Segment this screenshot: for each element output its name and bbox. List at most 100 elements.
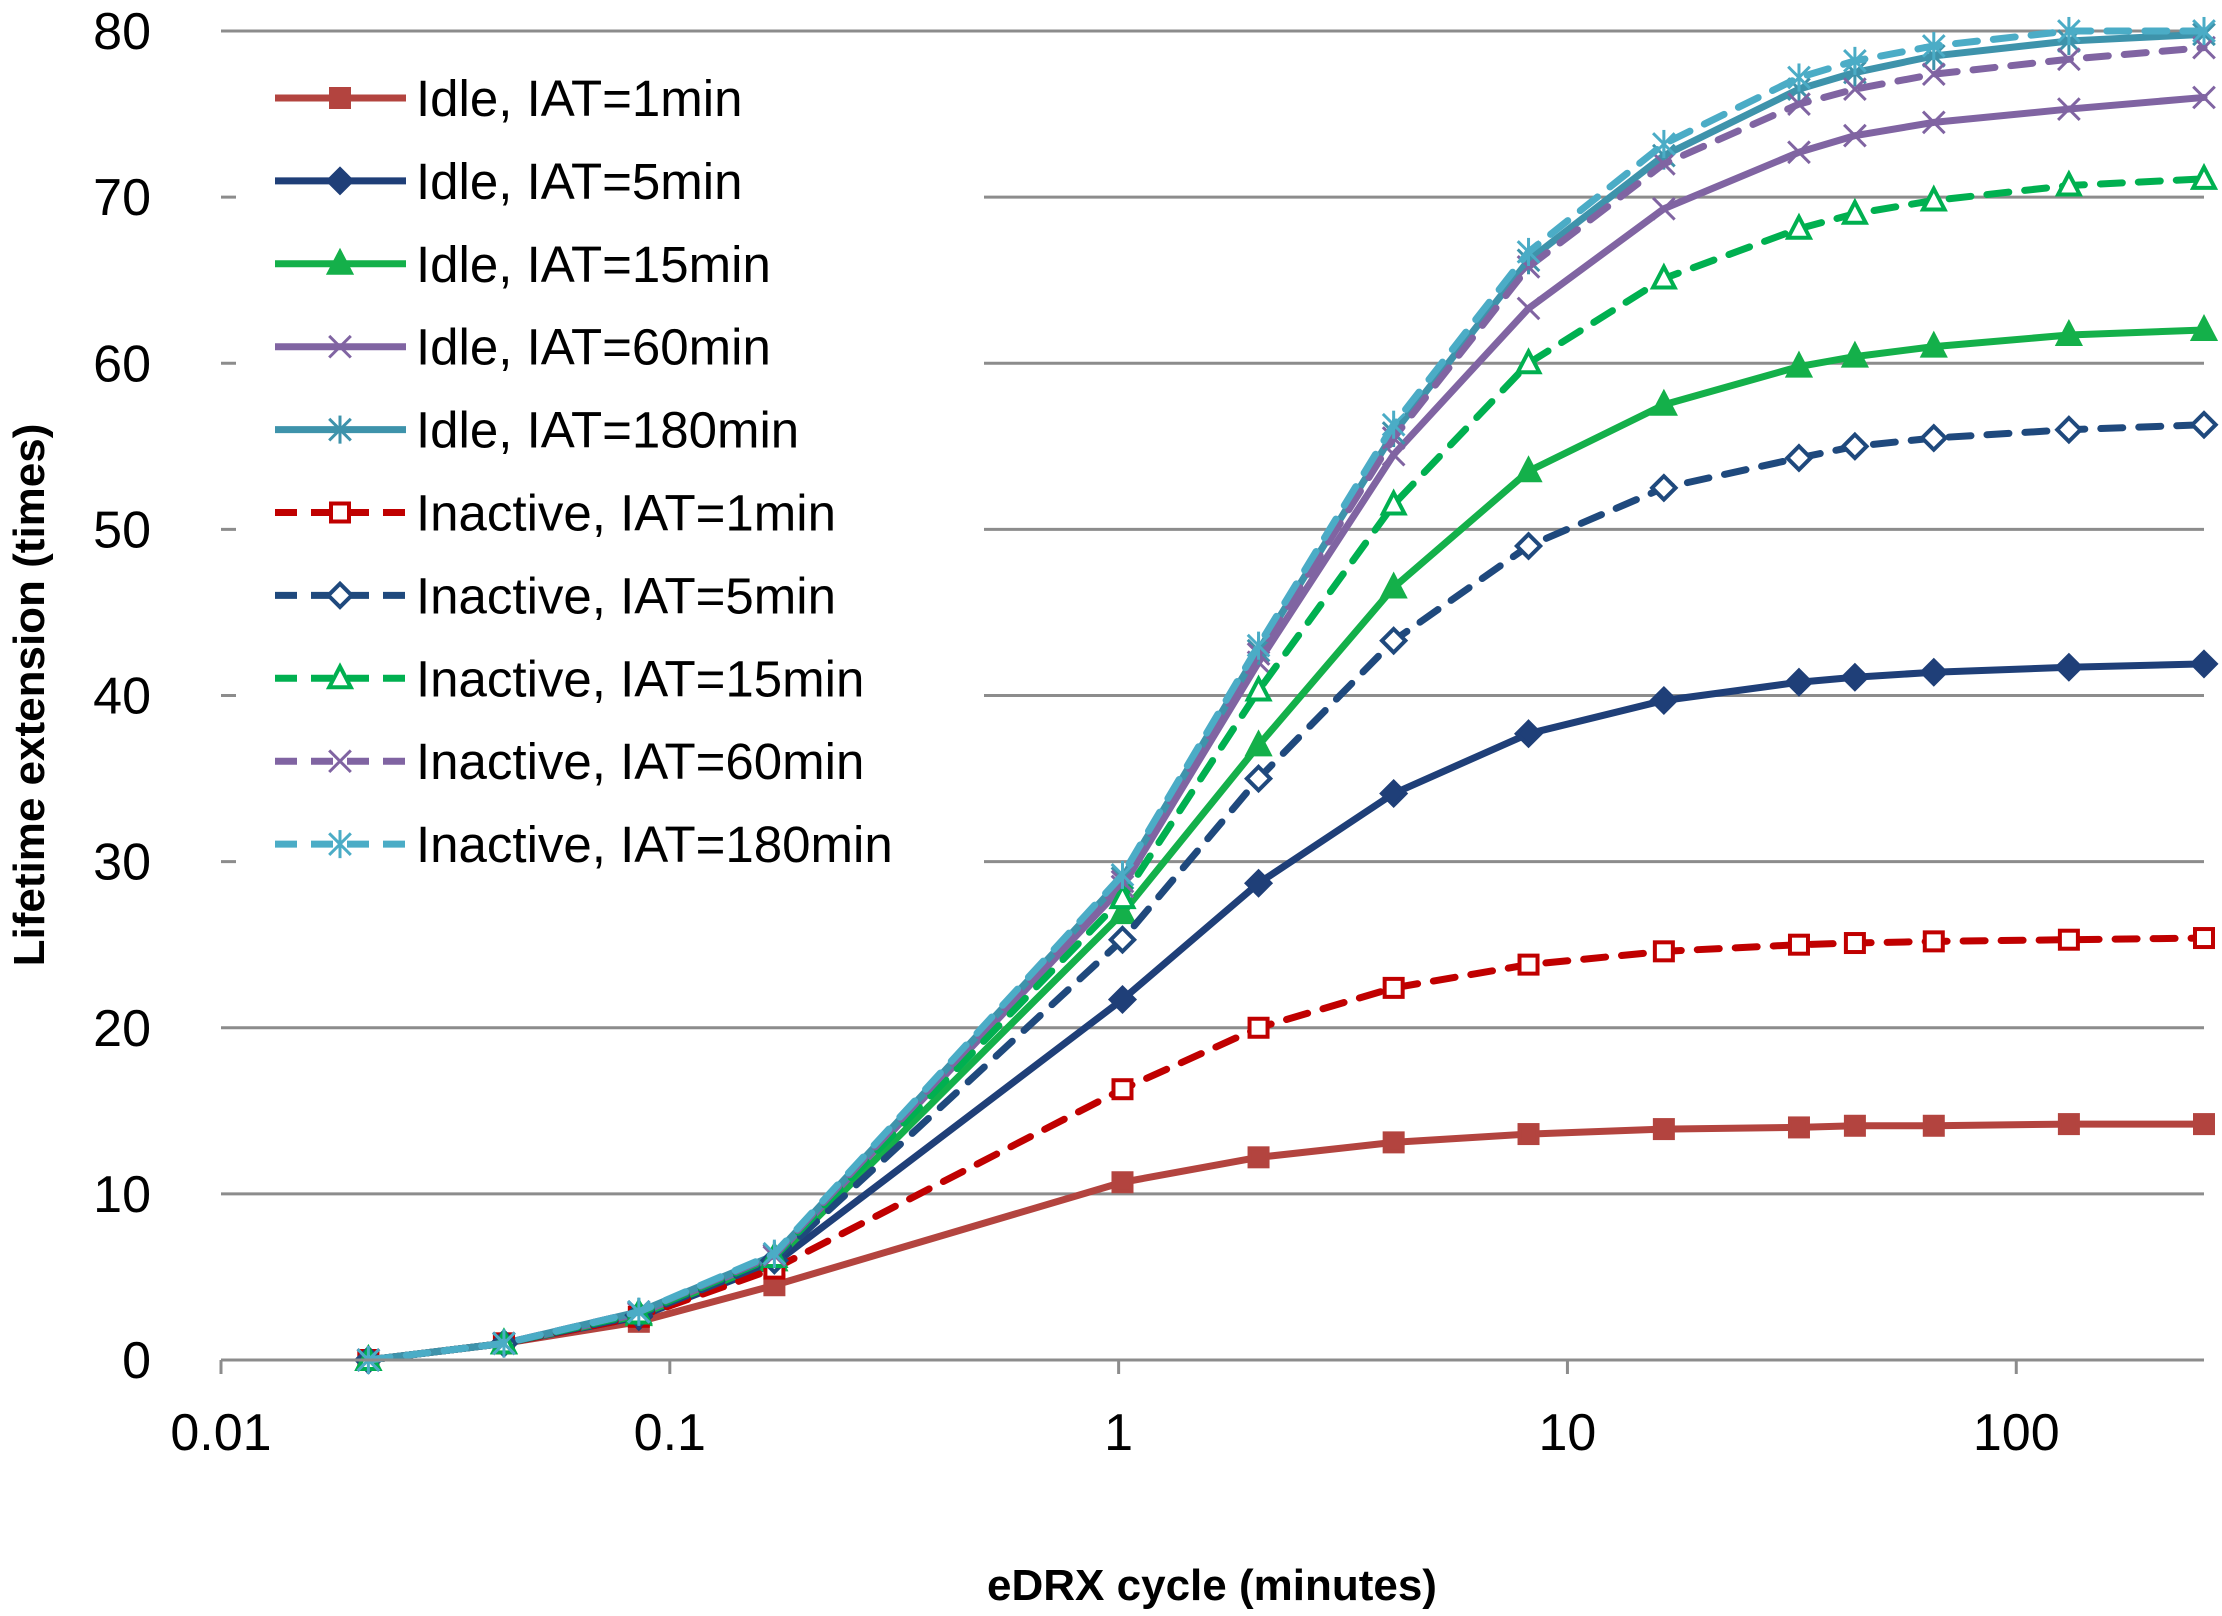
series-line: [364, 30, 2208, 1364]
marker-stroke: [1516, 296, 1541, 321]
marker-stroke: [1921, 110, 1946, 135]
square-marker: [1517, 1123, 1540, 1146]
y-tick-label: 80: [93, 3, 151, 61]
asterisk-marker: [1787, 63, 1811, 92]
legend-item: Inactive, IAT=60min: [275, 733, 864, 790]
square-marker: [1922, 1114, 1945, 1137]
series-idle-iat-1min: [357, 1113, 2215, 1371]
diamond-marker: [2054, 652, 2084, 682]
triangle-marker: [1784, 212, 1814, 240]
x-marker: [1787, 140, 1811, 165]
marker-stroke: [2192, 85, 2216, 110]
x-marker: [1921, 62, 1946, 87]
legend-label: Idle, IAT=15min: [416, 236, 771, 293]
legend-item: Inactive, IAT=5min: [275, 567, 836, 624]
triangle-marker: [1244, 729, 1273, 757]
axes: 0 10 20 30 40 50 60 70 80 0.01 0.1 1 10 100: [93, 3, 2204, 1462]
marker-stroke: [1652, 152, 1676, 176]
square-marker: [1843, 932, 1866, 955]
legend-label: Inactive, IAT=5min: [416, 567, 836, 624]
legend-item: Idle, IAT=5min: [275, 153, 742, 210]
legend-item: Inactive, IAT=1min: [275, 485, 836, 542]
square-marker: [1922, 930, 1945, 953]
diamond-marker: [1649, 685, 1679, 716]
x-axis-title: eDRX cycle (minutes): [987, 1561, 1437, 1610]
triangle-marker: [1244, 674, 1273, 702]
x-marker: [328, 749, 352, 774]
triangle-marker: [1379, 488, 1408, 516]
series-line: [364, 44, 2208, 1364]
diamond-marker: [2054, 415, 2084, 445]
triangle-marker: [1919, 330, 1948, 358]
square-marker: [2057, 1113, 2080, 1136]
square-marker: [2193, 927, 2215, 950]
asterisk-marker: [1516, 237, 1541, 266]
square-marker: [1247, 1016, 1270, 1039]
x-marker: [1787, 92, 1811, 116]
marker-stroke: [2192, 35, 2216, 60]
x-marker: [2192, 35, 2216, 60]
diamond-marker: [1244, 764, 1274, 794]
x-marker: [1516, 296, 1541, 321]
marker-stroke: [1787, 140, 1811, 165]
square-marker: [1111, 1171, 1134, 1194]
diamond-marker: [1107, 925, 1138, 955]
asterisk-marker: [2192, 16, 2216, 46]
asterisk-marker: [328, 830, 352, 859]
y-tick-label: 0: [122, 1332, 151, 1390]
y-tick-label: 50: [93, 501, 151, 559]
triangle-marker: [2189, 314, 2219, 342]
x-marker: [1652, 196, 1676, 221]
asterisk-marker: [1246, 631, 1271, 660]
marker-stroke: [2057, 47, 2081, 72]
diamond-marker: [1379, 626, 1409, 656]
square-marker: [1247, 1146, 1270, 1169]
asterisk-marker: [1843, 46, 1867, 75]
triangle-marker: [325, 247, 355, 275]
asterisk-marker: [328, 415, 352, 444]
x-tick-label: 0.01: [170, 1404, 271, 1462]
asterisk-marker: [1110, 860, 1135, 889]
triangle-marker: [1379, 571, 1408, 599]
marker-stroke: [1843, 123, 1867, 148]
asterisk-marker: [1652, 129, 1676, 159]
legend-item: Inactive, IAT=15min: [275, 650, 864, 707]
x-marker: [1921, 110, 1946, 135]
square-marker: [1787, 1116, 1810, 1139]
x-marker: [2057, 47, 2081, 72]
square-marker: [1382, 1131, 1405, 1154]
square-marker: [1517, 953, 1540, 976]
triangle-marker: [1108, 897, 1137, 925]
x-tick-label: 10: [1539, 1404, 1597, 1462]
marker-stroke: [328, 334, 352, 359]
triangle-marker: [2054, 318, 2083, 347]
asterisk-marker: [1921, 31, 1946, 60]
triangle-marker: [325, 662, 355, 690]
diamond-marker: [1513, 719, 1544, 749]
triangle-marker: [1784, 350, 1814, 378]
asterisk-marker: [1381, 410, 1406, 439]
marker-stroke: [1381, 442, 1406, 467]
diamond-marker: [1784, 443, 1814, 473]
y-tick-label: 40: [93, 668, 151, 726]
diamond-marker: [325, 580, 355, 610]
diamond-marker: [1513, 531, 1544, 561]
triangle-marker: [2189, 162, 2219, 190]
square-marker: [1652, 1118, 1675, 1141]
diamond-marker: [1107, 984, 1138, 1015]
marker-stroke: [1843, 77, 1867, 102]
legend-label: Inactive, IAT=60min: [416, 733, 864, 790]
triangle-marker: [1840, 197, 1870, 225]
series-line: [364, 934, 2208, 1364]
marker-stroke: [1652, 196, 1676, 221]
triangle-marker: [2054, 169, 2083, 197]
legend-label: Inactive, IAT=15min: [416, 650, 864, 707]
legend-item: Idle, IAT=180min: [275, 402, 799, 459]
square-marker: [1843, 1114, 1866, 1137]
asterisk-marker: [626, 1297, 651, 1326]
x-tick-label: 1: [1104, 1404, 1133, 1462]
series-line: [364, 27, 2208, 1364]
diamond-marker: [1244, 868, 1274, 898]
legend-label: Idle, IAT=180min: [416, 402, 799, 459]
square-marker: [1787, 933, 1810, 956]
